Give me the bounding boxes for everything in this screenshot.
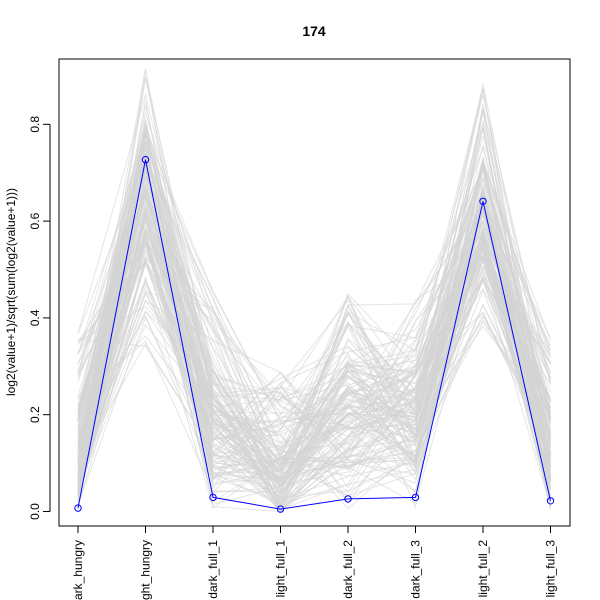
highlight-point — [209, 493, 217, 502]
background-series-line — [77, 103, 551, 469]
background-series-line — [77, 211, 551, 481]
background-series-line — [77, 195, 551, 513]
highlight-point — [74, 504, 82, 512]
background-series-line — [77, 166, 551, 511]
background-series-line — [77, 255, 551, 474]
background-series-lines — [77, 68, 551, 513]
x-tick-label: dark_full_1 — [206, 540, 220, 599]
chart-title: 174 — [302, 23, 326, 39]
highlight-series — [74, 156, 555, 513]
y-axis-label: log2(value+1)/sqrt(sum(log2(value+1))) — [4, 188, 18, 396]
y-axis: 0.0 0.2 0.4 0.6 0.8 — [28, 116, 51, 520]
highlight-point — [479, 197, 487, 206]
background-series-line — [77, 108, 551, 509]
background-series-line — [77, 153, 551, 469]
background-series-line — [77, 175, 551, 502]
background-series-line — [77, 159, 551, 505]
x-tick-label: light_full_1 — [274, 540, 288, 598]
background-series-line — [77, 204, 551, 501]
background-series-line — [77, 241, 551, 504]
background-series-line — [77, 233, 551, 511]
highlight-series-line — [77, 159, 551, 510]
highlight-point — [411, 493, 420, 502]
background-series-line — [77, 260, 551, 467]
background-series-line — [77, 111, 551, 462]
x-tick-label: ark_hungry — [71, 540, 85, 600]
background-series-line — [77, 259, 551, 513]
highlight-point — [276, 505, 285, 513]
background-series-line — [77, 157, 551, 497]
x-tick-label: dark_full_3 — [409, 540, 423, 599]
x-tick-label: light_full_3 — [544, 540, 558, 598]
x-tick-label: ight_hungry — [139, 540, 153, 600]
highlight-point — [546, 497, 555, 505]
y-tick-label: 0.0 — [28, 503, 42, 520]
background-series-line — [77, 168, 551, 483]
background-series-line — [77, 197, 551, 483]
x-tick-label: light_full_2 — [476, 540, 490, 598]
highlight-point — [344, 495, 352, 503]
x-tick-label: dark_full_2 — [341, 540, 355, 599]
background-series-line — [77, 218, 551, 484]
highlight-point — [141, 156, 150, 164]
y-tick-label: 0.2 — [28, 406, 42, 423]
background-series-line — [77, 186, 551, 506]
y-tick-label: 0.4 — [28, 309, 42, 326]
background-series-line — [77, 161, 551, 482]
y-tick-label: 0.8 — [28, 116, 42, 133]
background-series-line — [77, 227, 551, 513]
x-axis: ark_hungry ight_hungry dark_full_1 light_fu… — [71, 525, 558, 600]
background-series-line — [77, 235, 551, 472]
y-tick-label: 0.6 — [28, 212, 42, 229]
